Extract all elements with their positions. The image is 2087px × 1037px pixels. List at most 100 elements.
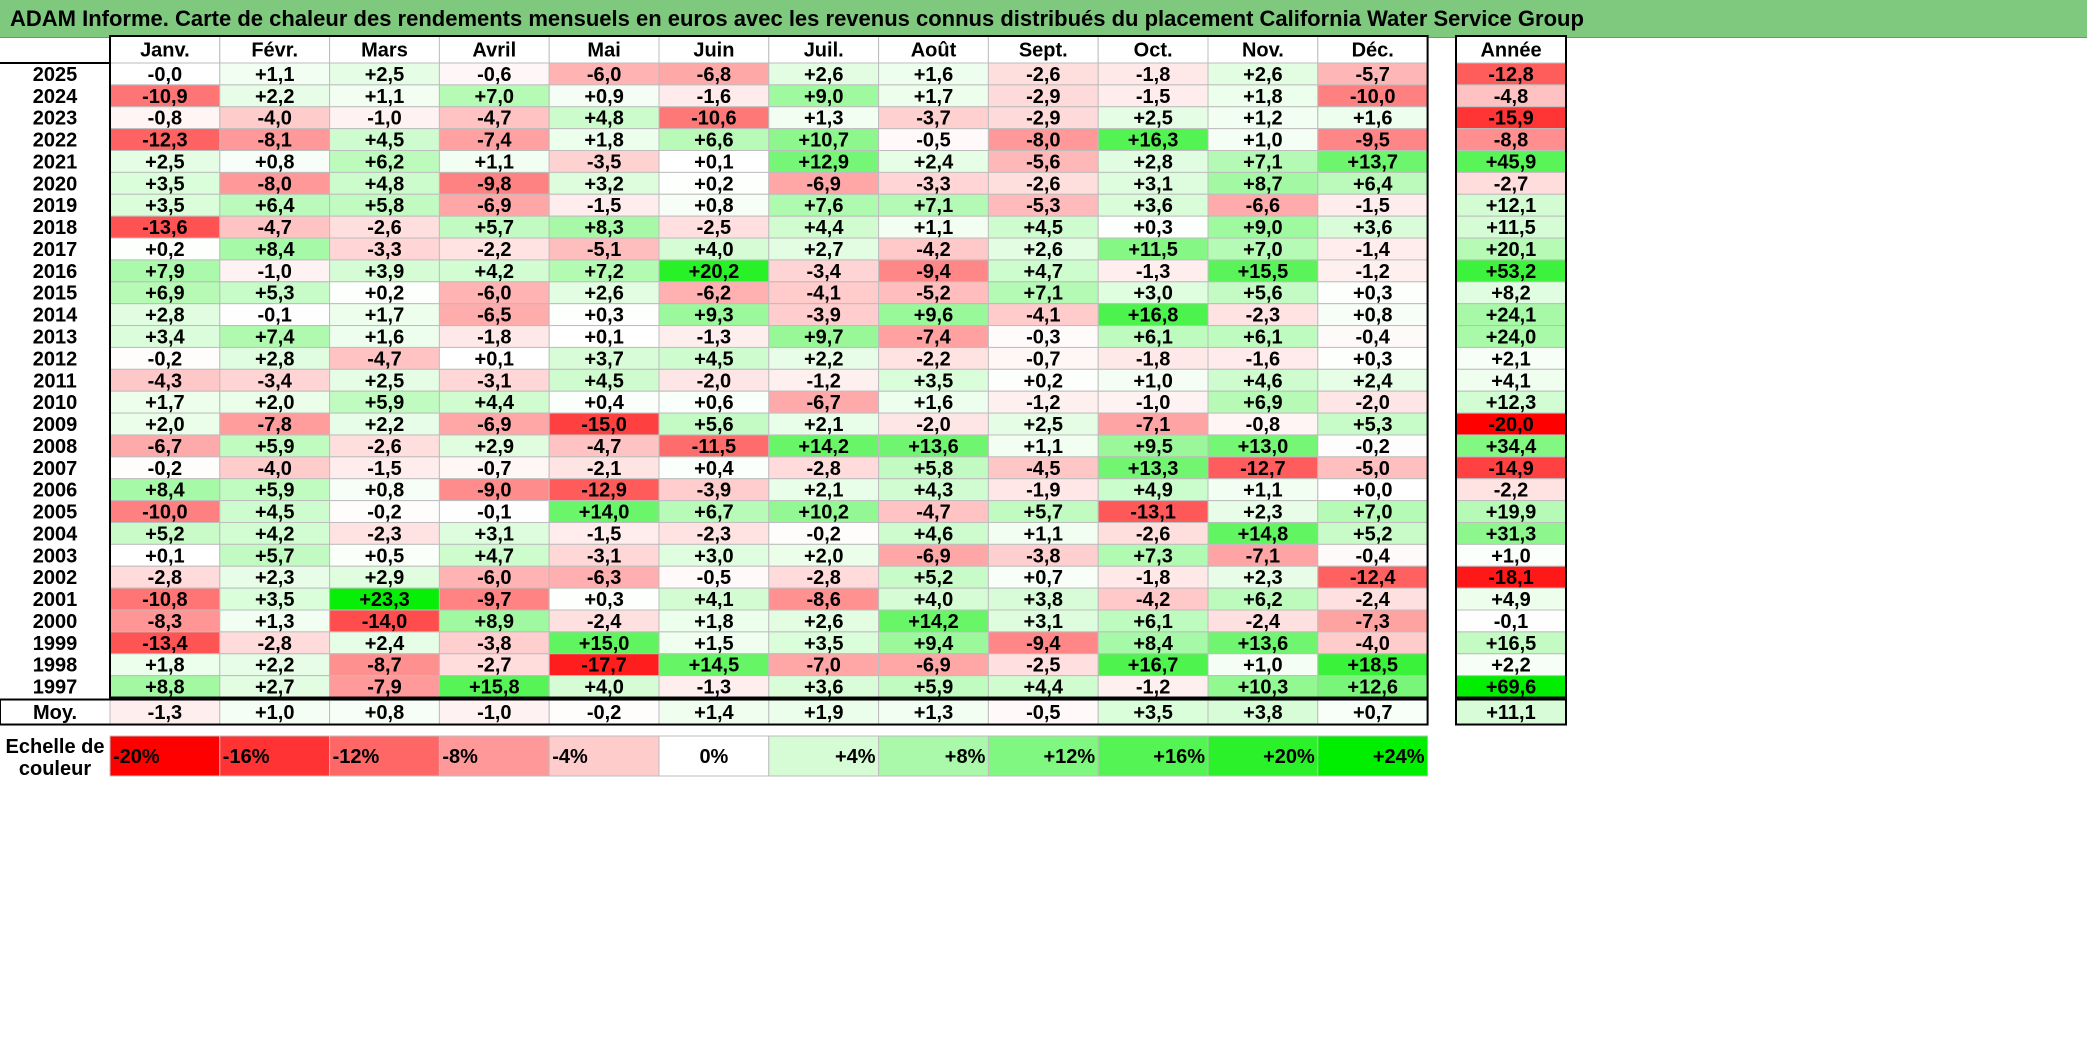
heatmap-cell: +4,3 [914, 480, 953, 502]
heatmap-cell: +3,5 [255, 589, 294, 611]
column-header-bg [1097, 35, 1209, 64]
heatmap-cell: +1,6 [914, 64, 953, 86]
heatmap-cell: +7,1 [1243, 151, 1282, 173]
heatmap-cell: -1,8 [1136, 348, 1170, 370]
heatmap-cell: +0,1 [584, 327, 623, 349]
heatmap-cell: +2,1 [804, 480, 843, 502]
heatmap-cell: -0,1 [477, 502, 511, 524]
average-cell: -1,3 [148, 702, 182, 724]
heatmap-cell: -1,0 [257, 261, 291, 283]
heatmap-cell: +1,1 [255, 64, 294, 86]
annual-cell: +8,2 [1491, 283, 1530, 305]
heatmap-cell: +0,6 [694, 392, 733, 414]
average-cell-bg [878, 699, 989, 726]
heatmap-cell: -0,8 [1246, 414, 1280, 436]
heatmap-cell: -7,8 [257, 414, 291, 436]
heatmap-cell: -1,5 [367, 458, 401, 480]
heatmap-cell: -4,2 [1136, 589, 1170, 611]
heatmap-cell: -4,7 [367, 348, 401, 370]
heatmap-cell: +10,3 [1238, 677, 1289, 699]
heatmap-cell: -0,7 [1026, 348, 1060, 370]
annual-cell: +2,2 [1491, 655, 1530, 677]
heatmap-cell: -1,2 [1355, 261, 1389, 283]
heatmap-cell: -3,8 [477, 633, 511, 655]
average-cell: +3,8 [1243, 702, 1282, 724]
heatmap-cell: +2,6 [1024, 239, 1063, 261]
heatmap-cell: -1,8 [1136, 64, 1170, 86]
heatmap-cell: +13,0 [1238, 436, 1289, 458]
heatmap-cell: -8,3 [148, 611, 182, 633]
heatmap-cell: +9,0 [804, 86, 843, 108]
heatmap-cell: +1,8 [145, 655, 184, 677]
average-cell: +1,0 [255, 702, 294, 724]
annual-cell: -2,2 [1494, 480, 1528, 502]
heatmap-cell: +14,0 [579, 502, 630, 524]
color-scale-stop: -12% [333, 746, 380, 768]
heatmap-cell: -3,4 [806, 261, 841, 283]
color-scale-stop: -16% [223, 746, 270, 768]
annual-cell: -20,0 [1488, 414, 1534, 436]
row-year-label: 2003 [33, 545, 78, 567]
heatmap-cell: +7,0 [475, 86, 514, 108]
column-header: Sept. [1019, 40, 1068, 62]
heatmap-cell: -4,2 [916, 239, 950, 261]
heatmap-cell: +15,0 [579, 633, 630, 655]
heatmap-cell: -12,9 [581, 480, 627, 502]
heatmap-cell: -2,0 [916, 414, 950, 436]
color-scale-stop-bg [878, 735, 989, 777]
heatmap-cell: +2,2 [255, 655, 294, 677]
column-header: Avril [472, 40, 516, 62]
heatmap-cell: +4,7 [475, 545, 514, 567]
heatmap-cell: -4,0 [257, 458, 291, 480]
heatmap-cell: -5,7 [1355, 64, 1389, 86]
heatmap-cell: -6,8 [697, 64, 731, 86]
column-header: Janv. [140, 40, 190, 62]
heatmap-cell: -4,7 [257, 217, 291, 239]
heatmap-cell: +9,7 [804, 327, 843, 349]
heatmap-cell: +1,1 [365, 86, 404, 108]
heatmap-cell: +1,3 [255, 611, 294, 633]
average-cell-bg [109, 699, 221, 726]
heatmap-cell: -4,5 [1026, 458, 1060, 480]
heatmap-cell: +1,3 [804, 108, 843, 130]
heatmap-cell: +8,4 [1133, 633, 1173, 655]
title-bar: ADAM Informe. Carte de chaleur des rende… [0, 0, 2087, 38]
heatmap-cell: +4,8 [365, 173, 404, 195]
average-cell: +3,5 [1133, 702, 1172, 724]
heatmap-cell: -10,9 [142, 86, 188, 108]
heatmap-cell: -13,1 [1130, 502, 1176, 524]
heatmap-cell: -6,9 [477, 195, 511, 217]
chart-title: ADAM Informe. Carte de chaleur des rende… [10, 6, 1584, 31]
heatmap-cell: -6,9 [806, 173, 840, 195]
heatmap-cell: +0,2 [145, 239, 184, 261]
color-scale-label: couleur [19, 758, 91, 780]
heatmap-cell: -0,2 [148, 348, 182, 370]
color-scale-stop: 0% [699, 746, 728, 768]
annual-cell: +24,1 [1486, 305, 1537, 327]
row-year-label: 2009 [33, 414, 78, 436]
heatmap-cell: +8,7 [1243, 173, 1282, 195]
column-header: Mai [587, 40, 620, 62]
heatmap-cell: +18,5 [1347, 655, 1398, 677]
heatmap-cell: +5,6 [694, 414, 733, 436]
heatmap-cell: +0,2 [365, 283, 404, 305]
color-scale-stop-bg [768, 735, 880, 777]
heatmap-cell: -10,0 [142, 502, 188, 524]
heatmap-cell: -13,6 [142, 217, 188, 239]
heatmap-cell: -7,1 [1246, 545, 1280, 567]
heatmap-cell: +3,0 [694, 545, 733, 567]
heatmap-cell: +10,7 [798, 130, 849, 152]
heatmap-cell: +14,2 [908, 611, 959, 633]
heatmap-cell: -9,5 [1355, 130, 1389, 152]
heatmap-cell: +7,2 [584, 261, 623, 283]
heatmap-cell: +7,1 [1024, 283, 1063, 305]
heatmap-cell: +3,1 [1024, 611, 1063, 633]
color-scale-stop: +20% [1263, 746, 1315, 768]
heatmap-cell: -1,3 [1136, 261, 1170, 283]
heatmap-cell: -3,8 [1026, 545, 1060, 567]
heatmap-cell: +2,9 [475, 436, 514, 458]
heatmap-cell: -0,7 [477, 458, 511, 480]
annual-header: Année [1480, 40, 1541, 62]
row-year-label: 2016 [33, 261, 78, 283]
heatmap-cell: -5,6 [1026, 151, 1060, 173]
